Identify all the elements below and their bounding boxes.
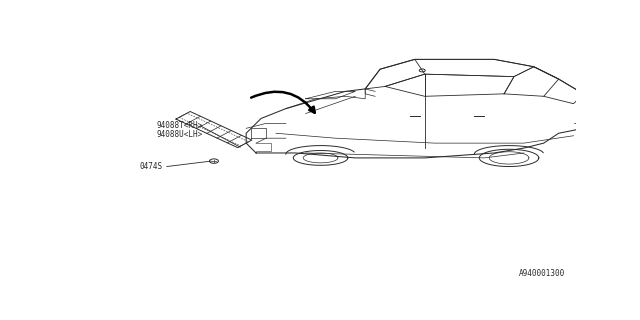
Text: A940001300: A940001300 bbox=[519, 269, 565, 278]
FancyArrowPatch shape bbox=[251, 92, 315, 113]
Text: 94088U<LH>: 94088U<LH> bbox=[157, 130, 203, 139]
Text: 94088T<RH>: 94088T<RH> bbox=[157, 121, 203, 130]
Text: 0474S: 0474S bbox=[140, 162, 163, 171]
